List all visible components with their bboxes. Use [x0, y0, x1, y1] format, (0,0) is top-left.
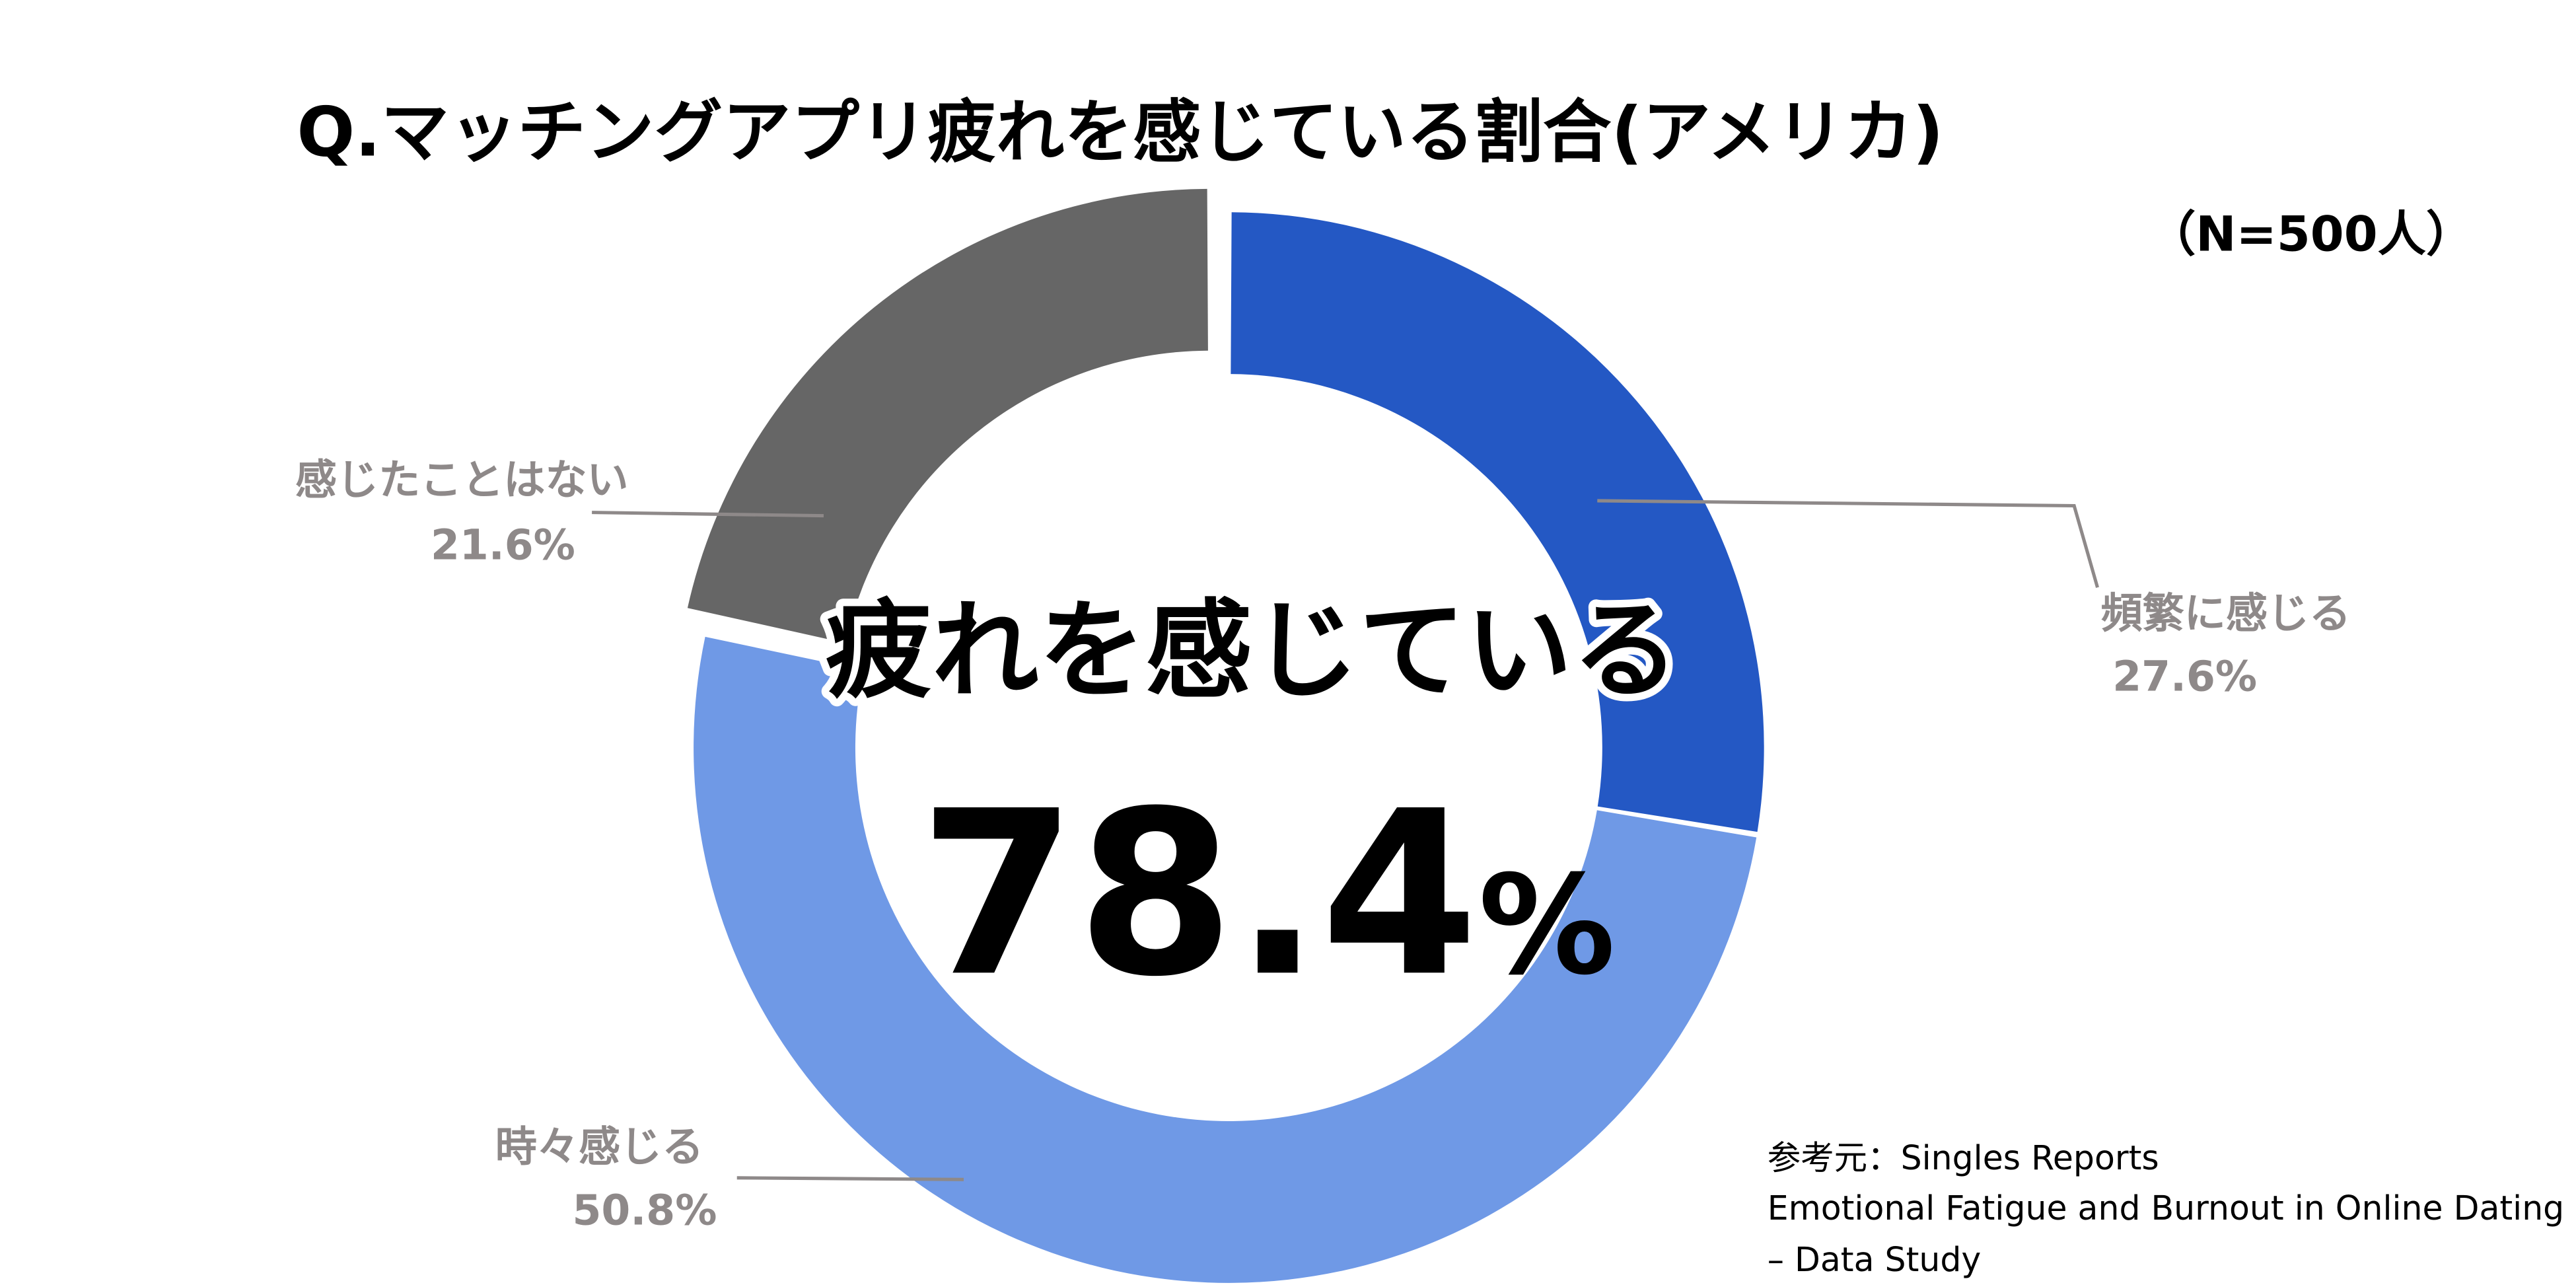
slice-label-sometimes: 時々感じる	[495, 1122, 703, 1171]
sample-size: （N=500人）	[2147, 206, 2474, 262]
donut-chart	[687, 188, 1764, 1283]
leader-line-frequently	[1597, 499, 2099, 588]
donut-slice-sometimes	[694, 636, 1757, 1283]
slice-label-never: 感じたことはない	[295, 455, 629, 504]
leader-line-sometimes	[736, 1176, 964, 1181]
center-value-unit: %	[1478, 846, 1615, 1005]
slice-labels: 頻繁に感じる 27.6% 時々感じる 50.8% 感じたことはない 21.6%	[295, 455, 2351, 1235]
slice-value-never: 21.6%	[431, 520, 575, 569]
donut-slice-never	[687, 188, 1208, 643]
center-value: 78.4%	[919, 762, 1615, 1026]
slice-value-sometimes: 50.8%	[573, 1185, 717, 1234]
source-note: 参考元：Singles Reports Emotional Fatigue an…	[1768, 1138, 2565, 1279]
source-line-3: – Data Study	[1768, 1240, 1982, 1279]
donut-slice-frequently	[1231, 212, 1764, 832]
slice-label-frequently: 頻繁に感じる	[2101, 589, 2351, 638]
source-line-1: 参考元：Singles Reports	[1768, 1138, 2159, 1177]
center-value-number: 78.4	[919, 762, 1478, 1026]
center-label: 疲れを感じている	[826, 589, 1679, 714]
source-line-2: Emotional Fatigue and Burnout in Online …	[1768, 1189, 2565, 1228]
slice-value-frequently: 27.6%	[2112, 652, 2257, 701]
leader-line-never	[592, 511, 824, 518]
chart-title: Q.マッチングアプリ疲れを感じている割合(アメリカ)	[297, 92, 1943, 172]
